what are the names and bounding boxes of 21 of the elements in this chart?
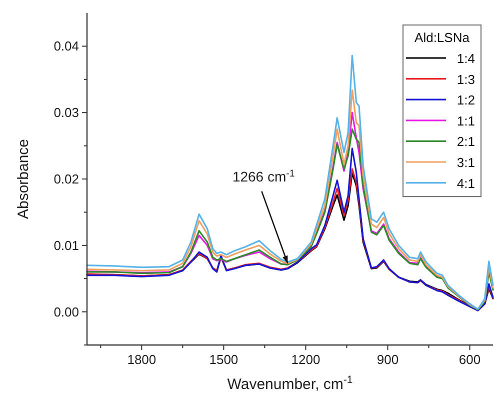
legend-label: 1:4 [456, 51, 475, 66]
x-tick-label: 900 [376, 352, 399, 367]
x-tick-label: 1200 [291, 352, 320, 367]
x-axis-title: Wavenumber, cm$^{-1}$ [227, 374, 353, 393]
y-tick-label: 0.04 [54, 38, 79, 54]
legend-label: 1:1 [456, 113, 475, 128]
legend-label: 1:2 [456, 92, 475, 108]
annotation: 1266 cm$^{-1}$ [232, 168, 295, 184]
legend-label: 3:1 [456, 155, 475, 170]
y-axis-title: Absorbance [15, 138, 32, 220]
x-tick-label: 1500 [209, 352, 238, 367]
y-tick-label: 0.00 [54, 304, 79, 320]
y-tick-label: 0.01 [54, 238, 79, 253]
legend-title: Ald:LSNa [414, 30, 470, 45]
x-tick-label: 1800 [127, 352, 156, 367]
legend-label: 2:1 [456, 134, 475, 150]
y-tick-label: 0.03 [54, 105, 79, 120]
legend-label: 4:1 [456, 176, 475, 191]
y-tick-label: 0.02 [54, 172, 79, 186]
x-tick-label: 600 [458, 352, 481, 367]
legend-label: 1:3 [456, 72, 475, 87]
